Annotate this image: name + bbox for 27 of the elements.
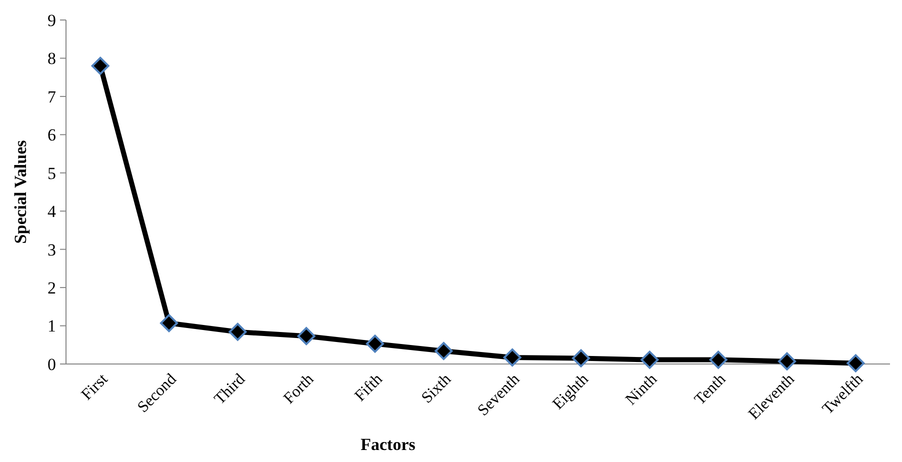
y-tick-label: 1 <box>48 316 56 336</box>
point <box>160 314 178 332</box>
y-tick-label: 4 <box>48 202 56 222</box>
point <box>709 350 728 369</box>
point <box>366 334 384 353</box>
point <box>846 354 865 372</box>
y-tick-label: 7 <box>48 87 56 106</box>
point <box>228 322 247 341</box>
y-tick-label: 6 <box>48 126 56 145</box>
point <box>640 350 659 369</box>
y-tick-label: 9 <box>48 10 56 30</box>
point <box>434 342 453 360</box>
y-tick-label: 2 <box>48 278 56 298</box>
y-tick-label: 3 <box>48 240 56 260</box>
point <box>91 56 110 75</box>
y-tick-label: 8 <box>48 49 56 68</box>
y-tick-label: 5 <box>48 164 56 183</box>
x-axis-title: Factors <box>360 435 416 454</box>
x-tick-label: First <box>78 370 112 404</box>
y-tick-label: 0 <box>48 354 56 374</box>
x-tick-label: Fifth <box>352 370 386 405</box>
point <box>778 352 796 370</box>
x-tick-label: Sixth <box>418 370 454 407</box>
point <box>503 348 522 366</box>
point <box>572 349 590 368</box>
point <box>297 327 316 346</box>
y-axis-title: Special Values <box>11 140 30 244</box>
